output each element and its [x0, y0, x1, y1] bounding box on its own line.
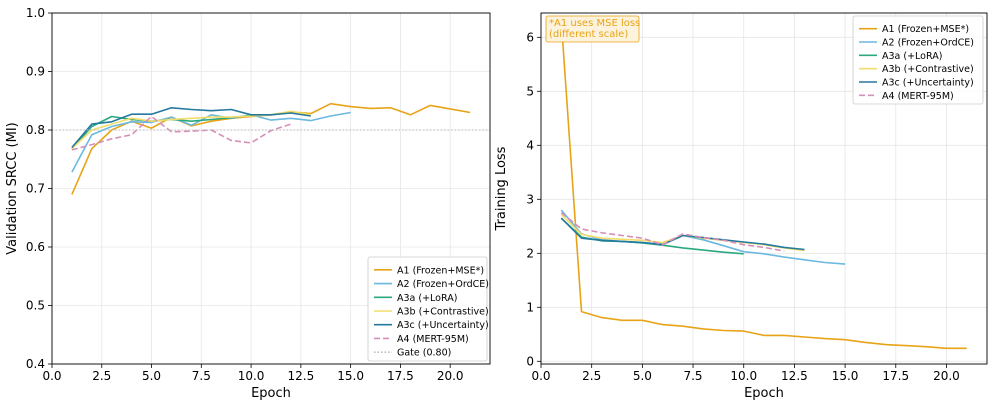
y-axis-label: Training Loss: [494, 146, 509, 231]
x-tick-label: 17.5: [387, 369, 414, 383]
y-tick-label: 3: [526, 192, 534, 206]
legend-label: A3c (+Uncertainty): [397, 320, 489, 331]
series-line-a1-frozen-mse: [560, 21, 967, 350]
series-line-a4-mert-95m: [71, 115, 292, 151]
legend-box: [367, 256, 488, 362]
x-tick-label: 0.0: [531, 369, 550, 383]
y-tick-label: 4: [526, 138, 534, 152]
y-tick-label: 2: [526, 246, 534, 260]
legend: A1 (Frozen+MSE*) A2 (Frozen+OrdCE) A3a (+L…: [852, 15, 984, 105]
y-tick-label: 1: [526, 300, 534, 314]
x-tick-label: 12.5: [781, 369, 808, 383]
x-tick-label: 5.0: [142, 369, 161, 383]
loss-panel: 0.0 2.5 5.0 7.5 10.0 12.5 15.0 17.5 20.0 0 1 2 3 4 5 6 E…: [494, 12, 988, 401]
series-line-a4-mert-95m: [560, 212, 785, 252]
y-tick-label: 0.4: [26, 357, 45, 371]
legend-label: A3b (+Contrastive): [397, 307, 489, 318]
legend-box: [852, 15, 984, 105]
x-tick-label: 15.0: [832, 369, 859, 383]
x-tick-label: 10.0: [730, 369, 757, 383]
y-tick-label: 0.9: [26, 65, 45, 79]
x-tick-label: 15.0: [337, 369, 364, 383]
legend-label: A3c (+Uncertainty): [882, 78, 974, 89]
grid: [540, 13, 987, 364]
x-tick-label: 5.0: [633, 369, 652, 383]
y-tick-label: 5: [526, 84, 534, 98]
x-axis-label: Epoch: [744, 386, 784, 401]
series-line-a2-frozen-ordce: [71, 111, 351, 173]
annotation: *A1 uses MSE loss (different scale): [545, 15, 640, 43]
plot-frame: [51, 12, 491, 365]
y-axis-label: Validation SRCC (MI): [5, 122, 20, 254]
x-tick-label: 20.0: [437, 369, 464, 383]
x-tick-label: 7.5: [683, 369, 702, 383]
y-tick-label: 6: [526, 30, 534, 44]
x-axis-label: Epoch: [251, 386, 291, 401]
legend-label: A2 (Frozen+OrdCE): [882, 38, 974, 49]
legend-label: A2 (Frozen+OrdCE): [397, 279, 489, 290]
legend-label: A1 (Frozen+MSE*): [397, 265, 484, 276]
series-group: [560, 21, 967, 350]
legend-label: A1 (Frozen+MSE*): [882, 24, 969, 35]
series-line-a3c-uncertainty: [71, 107, 311, 149]
series-line-a3c-uncertainty: [560, 217, 805, 251]
srcc-panel: 0.0 2.5 5.0 7.5 10.0 12.5 15.0 17.5 20.0 0.4 0.5 0.…: [5, 6, 491, 401]
x-tick-label: 17.5: [882, 369, 909, 383]
series-line-a1-frozen-mse: [71, 102, 471, 195]
annotation-text: *A1 uses MSE loss (different scale): [549, 18, 640, 40]
legend-label: Gate (0.80): [397, 348, 451, 359]
legend-label: A4 (MERT-95M): [882, 91, 954, 102]
y-tick-label: 1.0: [26, 6, 45, 20]
legend-label: A3b (+Contrastive): [882, 64, 974, 75]
annotation-line: *A1 uses MSE loss: [549, 18, 640, 29]
annotation-line: (different scale): [549, 29, 628, 40]
series-group: [52, 102, 490, 195]
annotation-box: [545, 15, 640, 43]
y-tick-label: 0: [526, 354, 534, 368]
x-tick-label: 12.5: [288, 369, 315, 383]
y-tick-label: 0.6: [26, 240, 45, 254]
y-tick-label: 0.7: [26, 182, 45, 196]
x-tick-label: 7.5: [192, 369, 211, 383]
x-tick-label: 2.5: [92, 369, 111, 383]
x-tick-label: 20.0: [933, 369, 960, 383]
y-tick-label: 0.5: [26, 299, 45, 313]
y-tick-label: 0.8: [26, 123, 45, 137]
legend-label: A3a (+LoRA): [882, 51, 942, 62]
legend-label: A4 (MERT-95M): [397, 334, 469, 345]
x-tick-label: 2.5: [582, 369, 601, 383]
x-tick-label: 0.0: [42, 369, 61, 383]
legend: A1 (Frozen+MSE*) A2 (Frozen+OrdCE) A3a (+L…: [367, 256, 489, 362]
plot-frame: [540, 12, 988, 365]
legend-label: A3a (+LoRA): [397, 293, 457, 304]
x-tick-label: 10.0: [238, 369, 265, 383]
